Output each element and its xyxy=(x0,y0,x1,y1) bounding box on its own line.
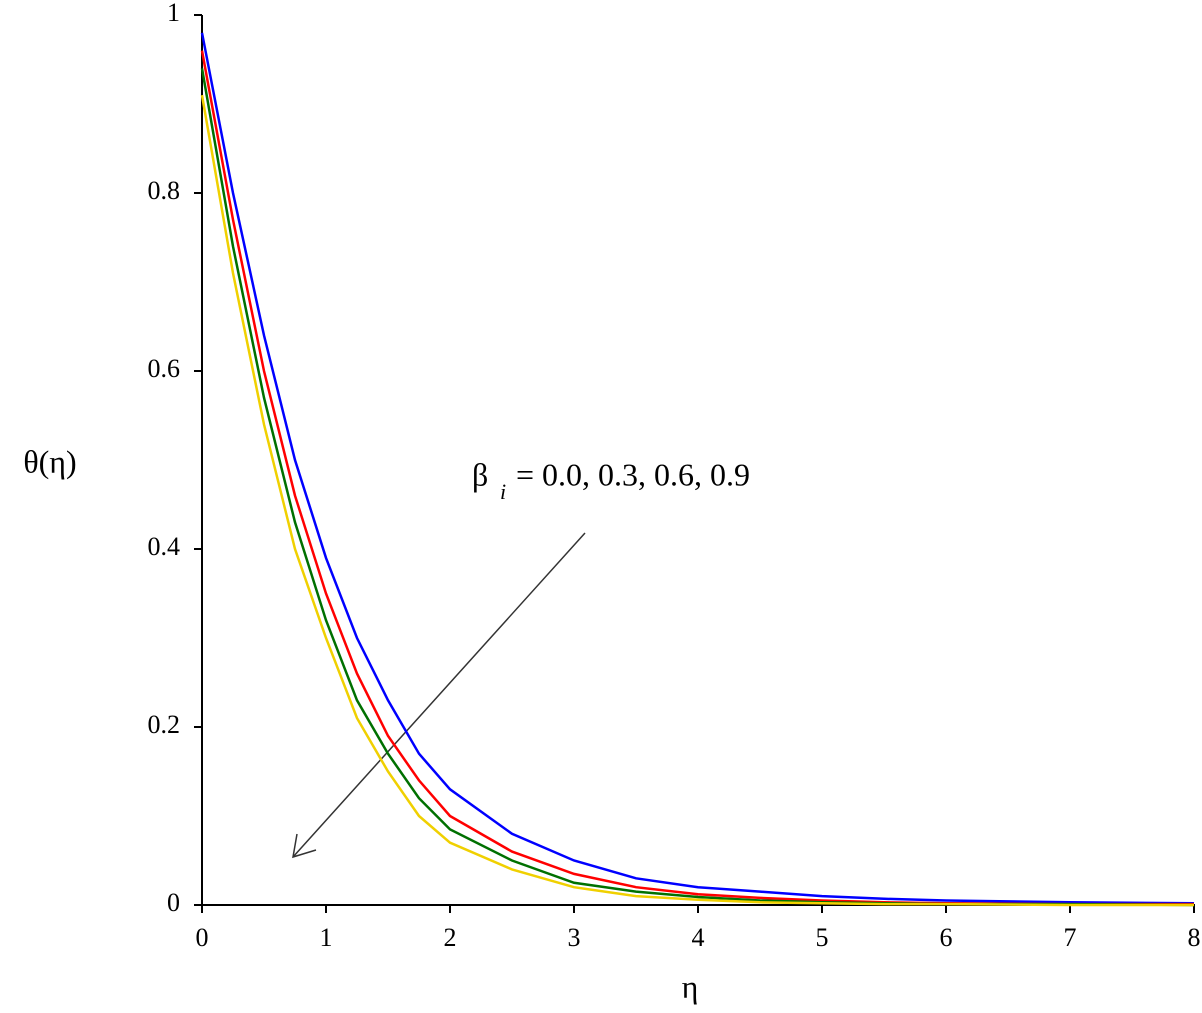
y-tick-label: 0.2 xyxy=(148,710,181,739)
arrow-head xyxy=(292,833,317,859)
annotation-text: = 0.0, 0.3, 0.6, 0.9 xyxy=(516,456,750,492)
y-tick-label: 0.8 xyxy=(148,176,181,205)
x-tick-label: 3 xyxy=(568,923,581,952)
x-tick-label: 4 xyxy=(692,923,705,952)
x-tick-label: 5 xyxy=(816,923,829,952)
x-tick-label: 2 xyxy=(444,923,457,952)
y-tick-label: 1 xyxy=(167,0,180,27)
arrow-shaft xyxy=(292,532,586,858)
y-tick-label: 0.4 xyxy=(148,532,181,561)
x-tick-label: 0 xyxy=(196,923,209,952)
annotation-symbol: β xyxy=(472,456,488,492)
x-tick-label: 7 xyxy=(1064,923,1077,952)
x-tick-label: 8 xyxy=(1188,923,1201,952)
series-line xyxy=(200,32,1195,905)
annotation-subscript: i xyxy=(500,479,506,504)
series-line xyxy=(200,94,1194,907)
x-tick-label: 6 xyxy=(940,923,953,952)
x-axis-label: η xyxy=(682,968,699,1004)
y-tick-label: 0 xyxy=(167,888,180,917)
x-tick-label: 1 xyxy=(320,923,333,952)
y-tick-label: 0.6 xyxy=(148,354,181,383)
y-axis-label: θ(η) xyxy=(23,443,76,479)
annotation: β i = 0.0, 0.3, 0.6, 0.9 xyxy=(292,456,750,859)
